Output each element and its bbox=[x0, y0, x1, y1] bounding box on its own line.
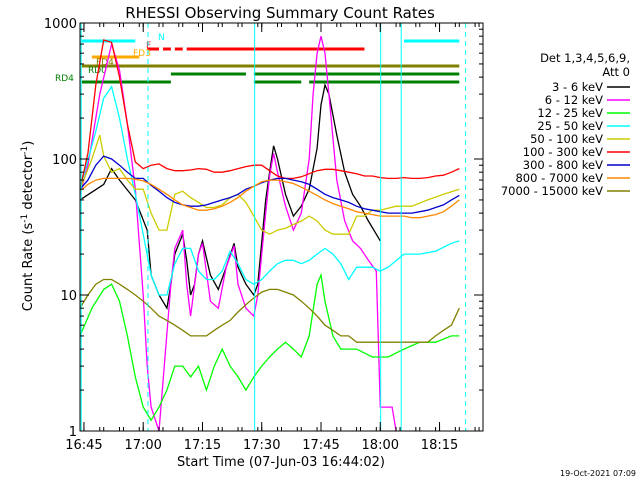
legend-label-0: 3 - 6 keV bbox=[552, 80, 603, 94]
vertical-markers bbox=[80, 23, 467, 431]
y-tick-label-2: 100 bbox=[52, 153, 77, 168]
legend-label-6: 300 - 800 keV bbox=[523, 158, 603, 172]
flag-label-2: FD3 bbox=[133, 49, 151, 59]
x-tick-label-5: 18:00 bbox=[362, 438, 399, 453]
y-axis-ticks: 1 10 100 1000 bbox=[44, 17, 483, 440]
x-axis-label: Start Time (07-Jun-03 16:44:02) bbox=[177, 455, 385, 470]
legend-label-7: 800 - 7000 keV bbox=[515, 171, 603, 185]
x-tick-label-6: 18:15 bbox=[421, 438, 458, 453]
flag-label-0: N bbox=[158, 33, 165, 43]
series-line-2 bbox=[79, 272, 460, 422]
series-line-5 bbox=[79, 39, 460, 190]
flag-label-3: FD4 bbox=[96, 58, 114, 68]
series-line-0 bbox=[79, 82, 381, 311]
y-tick-label-1: 10 bbox=[60, 289, 77, 304]
x-tick-label-3: 17:30 bbox=[243, 438, 280, 453]
series-line-4 bbox=[79, 134, 460, 235]
y-axis-label: Count Rate (s-1 detector-1) bbox=[20, 141, 36, 312]
legend-label-1: 6 - 12 keV bbox=[545, 93, 603, 107]
footer-date: 19-Oct-2021 07:09 bbox=[560, 469, 636, 478]
series-line-3 bbox=[79, 85, 460, 296]
x-tick-label-2: 17:15 bbox=[184, 438, 221, 453]
legend-header-1: Det 1,3,4,5,6,9, bbox=[540, 51, 630, 65]
y-tick-label-3: 1000 bbox=[44, 17, 77, 32]
legend-label-3: 25 - 50 keV bbox=[537, 119, 603, 133]
y-label-sup2: -1 bbox=[20, 146, 30, 155]
legend-label-8: 7000 - 15000 keV bbox=[501, 184, 603, 198]
flag-label-4: RD0 bbox=[88, 66, 107, 76]
series-line-8 bbox=[79, 278, 460, 343]
legend-label-2: 12 - 25 keV bbox=[537, 106, 603, 120]
x-axis-ticks: 16:45 17:00 17:15 17:30 17:45 18:00 18:15 bbox=[65, 23, 480, 453]
series-line-1 bbox=[79, 36, 397, 432]
y-tick-label-0: 1 bbox=[69, 425, 77, 440]
y-label-part1: Count Rate (s bbox=[21, 223, 36, 312]
plot-frame bbox=[79, 22, 484, 432]
y-label-sup1: -1 bbox=[20, 214, 30, 223]
series-lines bbox=[79, 36, 460, 432]
series-line-7 bbox=[79, 177, 460, 219]
flag-label-5: RD4 bbox=[55, 74, 74, 84]
y-label-part2: detector bbox=[21, 154, 36, 214]
legend-label-4: 50 - 100 keV bbox=[530, 132, 603, 146]
legend-label-5: 100 - 300 keV bbox=[523, 145, 603, 159]
flag-label-1: F bbox=[146, 41, 151, 51]
x-tick-label-1: 17:00 bbox=[124, 438, 161, 453]
x-tick-label-4: 17:45 bbox=[302, 438, 339, 453]
x-tick-label-0: 16:45 bbox=[65, 438, 102, 453]
chart-title: RHESSI Observing Summary Count Rates bbox=[125, 4, 435, 22]
y-label-part3: ) bbox=[21, 141, 36, 146]
legend-header-2: Att 0 bbox=[602, 65, 630, 79]
